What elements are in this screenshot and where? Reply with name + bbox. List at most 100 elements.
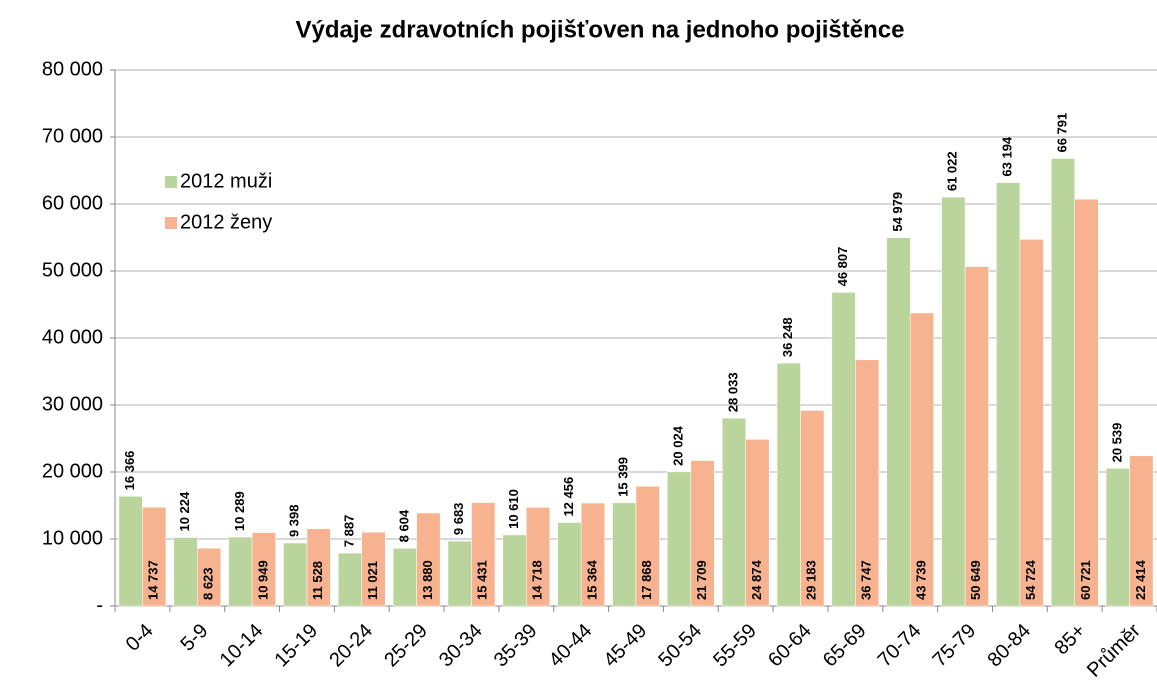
x-tick-label: Průměr bbox=[1083, 619, 1145, 681]
value-label: 7 887 bbox=[341, 515, 356, 548]
x-tick-label: 50-54 bbox=[654, 620, 706, 672]
chart-title: Výdaje zdravotních pojišťoven na jednoho… bbox=[296, 16, 905, 43]
y-tick-label: 40 000 bbox=[42, 326, 103, 348]
value-label: 60 721 bbox=[1078, 560, 1093, 600]
value-label: 36 248 bbox=[780, 317, 795, 357]
legend-label: 2012 ženy bbox=[180, 211, 272, 233]
x-tick-label: 80-84 bbox=[983, 620, 1035, 672]
value-label: 9 683 bbox=[451, 503, 466, 536]
value-label: 12 456 bbox=[561, 477, 576, 517]
bar bbox=[800, 410, 825, 607]
bar bbox=[526, 507, 551, 607]
bar bbox=[118, 496, 143, 607]
bar bbox=[776, 362, 801, 607]
value-label: 54 979 bbox=[890, 192, 905, 232]
bar bbox=[557, 522, 582, 607]
bar bbox=[635, 486, 660, 607]
bar bbox=[338, 552, 363, 607]
x-tick-label: 70-74 bbox=[874, 620, 926, 672]
value-label: 63 194 bbox=[1000, 136, 1015, 177]
value-label: 43 739 bbox=[913, 560, 928, 600]
x-tick-label: 85+ bbox=[1050, 620, 1090, 660]
y-tick-label: 10 000 bbox=[42, 527, 103, 549]
bar bbox=[228, 536, 253, 607]
value-label: 9 398 bbox=[287, 504, 302, 537]
x-tick-label: 75-79 bbox=[929, 620, 981, 672]
bar bbox=[502, 534, 527, 607]
legend-swatch bbox=[165, 217, 177, 229]
y-tick-label: 20 000 bbox=[42, 460, 103, 482]
bar bbox=[361, 531, 386, 607]
bar bbox=[855, 359, 880, 607]
bar bbox=[142, 507, 167, 607]
value-label: 24 874 bbox=[749, 559, 764, 600]
value-label: 17 868 bbox=[639, 560, 654, 600]
bar bbox=[831, 292, 856, 607]
x-tick-label: 10-14 bbox=[216, 620, 268, 672]
x-tick-label: 0-4 bbox=[122, 620, 158, 656]
bar bbox=[471, 502, 496, 607]
value-label: 10 610 bbox=[506, 489, 521, 529]
x-tick-label: 40-44 bbox=[545, 620, 597, 672]
value-label: 14 718 bbox=[530, 560, 545, 600]
y-tick-label: 80 000 bbox=[42, 58, 103, 80]
x-tick-label: 60-64 bbox=[764, 620, 816, 672]
bar bbox=[173, 537, 198, 607]
bar bbox=[745, 439, 770, 607]
value-label: 28 033 bbox=[725, 372, 740, 412]
bar bbox=[1074, 198, 1099, 607]
bar bbox=[886, 237, 911, 607]
y-tick-label: - bbox=[96, 594, 103, 616]
bar bbox=[964, 266, 989, 607]
value-label: 21 709 bbox=[694, 560, 709, 600]
bar bbox=[667, 471, 692, 607]
value-label: 22 414 bbox=[1133, 559, 1148, 600]
value-label: 50 649 bbox=[968, 560, 983, 600]
y-tick-label: 60 000 bbox=[42, 192, 103, 214]
x-tick-label: 30-34 bbox=[435, 620, 487, 672]
value-label: 13 880 bbox=[420, 560, 435, 600]
value-label: 11 021 bbox=[365, 561, 380, 600]
bar bbox=[392, 548, 417, 607]
value-label: 54 724 bbox=[1023, 559, 1038, 600]
value-label: 8 604 bbox=[396, 509, 411, 542]
y-tick-label: 30 000 bbox=[42, 393, 103, 415]
x-tick-label: 45-49 bbox=[600, 620, 652, 672]
value-label: 36 747 bbox=[859, 560, 874, 600]
value-label: 66 791 bbox=[1054, 113, 1069, 153]
value-label: 10 949 bbox=[255, 560, 270, 600]
value-label: 11 528 bbox=[310, 561, 325, 600]
bar bbox=[580, 502, 605, 607]
bar bbox=[1129, 455, 1154, 607]
x-tick-label: 5-9 bbox=[177, 620, 213, 656]
value-label: 10 289 bbox=[232, 491, 247, 531]
bar bbox=[447, 540, 472, 607]
value-label: 61 022 bbox=[945, 151, 960, 191]
value-label: 20 024 bbox=[671, 425, 686, 466]
bar bbox=[612, 502, 637, 607]
bar bbox=[306, 528, 331, 607]
value-label: 14 737 bbox=[146, 560, 161, 600]
value-label: 46 807 bbox=[835, 247, 850, 287]
x-tick-label: 15-19 bbox=[270, 620, 322, 672]
bar bbox=[909, 312, 934, 607]
value-label: 8 623 bbox=[200, 567, 215, 600]
bar bbox=[1050, 158, 1075, 607]
bar bbox=[283, 542, 308, 607]
bar bbox=[197, 547, 222, 607]
bar bbox=[690, 460, 715, 607]
value-label: 10 224 bbox=[177, 491, 192, 532]
value-label: 29 183 bbox=[804, 560, 819, 600]
y-tick-label: 50 000 bbox=[42, 259, 103, 281]
bar bbox=[251, 532, 276, 607]
bar bbox=[996, 182, 1021, 607]
x-tick-label: 35-39 bbox=[490, 620, 542, 672]
bar bbox=[1019, 239, 1044, 607]
value-label: 15 399 bbox=[616, 457, 631, 497]
value-label: 20 539 bbox=[1109, 423, 1124, 463]
value-label: 16 366 bbox=[122, 451, 137, 491]
bar bbox=[941, 196, 966, 607]
y-tick-label: 70 000 bbox=[42, 125, 103, 147]
value-label: 15 364 bbox=[584, 559, 599, 600]
